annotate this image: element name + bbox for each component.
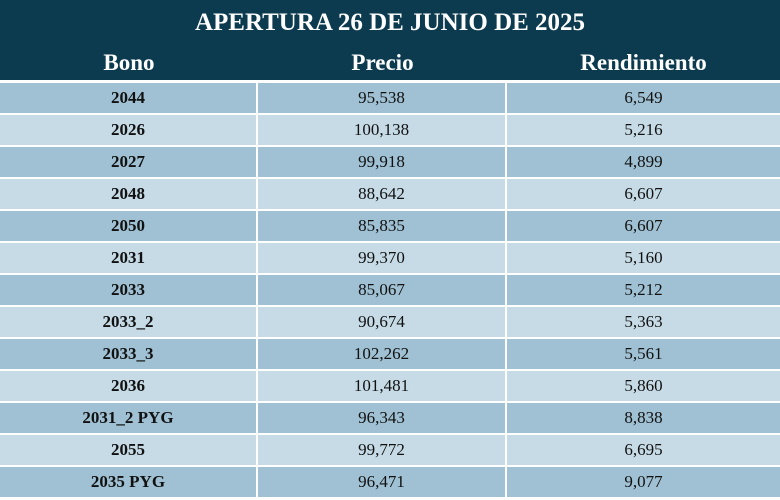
table-row: 2033 85,067 5,212 xyxy=(0,275,780,305)
bono-cell: 2044 xyxy=(0,83,258,113)
rendimiento-cell: 5,363 xyxy=(507,307,780,337)
precio-cell: 88,642 xyxy=(258,179,507,209)
rendimiento-cell: 6,607 xyxy=(507,211,780,241)
bono-cell: 2035 PYG xyxy=(0,467,258,497)
table-row: 2048 88,642 6,607 xyxy=(0,179,780,209)
precio-cell: 85,067 xyxy=(258,275,507,305)
column-header-precio: Precio xyxy=(351,50,414,75)
bono-cell: 2031_2 PYG xyxy=(0,403,258,433)
table-title: APERTURA 26 DE JUNIO DE 2025 xyxy=(194,9,586,36)
table-row: 2035 PYG 96,471 9,077 xyxy=(0,467,780,497)
table-row: 2026 100,138 5,216 xyxy=(0,115,780,145)
rendimiento-cell: 5,160 xyxy=(507,243,780,273)
bono-cell: 2050 xyxy=(0,211,258,241)
precio-cell: 101,481 xyxy=(258,371,507,401)
precio-cell: 99,772 xyxy=(258,435,507,465)
precio-cell: 95,538 xyxy=(258,83,507,113)
table-row: 2031 99,370 5,160 xyxy=(0,243,780,273)
bono-cell: 2027 xyxy=(0,147,258,177)
table-row: 2036 101,481 5,860 xyxy=(0,371,780,401)
rendimiento-cell: 5,216 xyxy=(507,115,780,145)
bono-cell: 2026 xyxy=(0,115,258,145)
table-row: 2033_2 90,674 5,363 xyxy=(0,307,780,337)
bono-cell: 2031 xyxy=(0,243,258,273)
precio-cell: 99,370 xyxy=(258,243,507,273)
precio-cell: 90,674 xyxy=(258,307,507,337)
rendimiento-cell: 9,077 xyxy=(507,467,780,497)
bono-cell: 2036 xyxy=(0,371,258,401)
rendimiento-cell: 5,561 xyxy=(507,339,780,369)
bono-cell: 2033 xyxy=(0,275,258,305)
bono-cell: 2033_2 xyxy=(0,307,258,337)
bono-cell: 2048 xyxy=(0,179,258,209)
column-header-rendimiento: Rendimiento xyxy=(580,50,707,75)
rendimiento-cell: 4,899 xyxy=(507,147,780,177)
precio-cell: 102,262 xyxy=(258,339,507,369)
precio-cell: 100,138 xyxy=(258,115,507,145)
precio-cell: 96,471 xyxy=(258,467,507,497)
table-row: 2033_3 102,262 5,561 xyxy=(0,339,780,369)
rendimiento-cell: 8,838 xyxy=(507,403,780,433)
rendimiento-cell: 6,695 xyxy=(507,435,780,465)
table-body: 2044 95,538 6,549 2026 100,138 5,216 2027 99,91… xyxy=(0,83,780,497)
table-header: APERTURA 26 DE JUNIO DE 2025 Bono Precio… xyxy=(0,0,780,80)
precio-cell: 85,835 xyxy=(258,211,507,241)
bono-cell: 2033_3 xyxy=(0,339,258,369)
rendimiento-cell: 5,860 xyxy=(507,371,780,401)
bono-cell: 2055 xyxy=(0,435,258,465)
table-row: 2027 99,918 4,899 xyxy=(0,147,780,177)
table-row: 2055 99,772 6,695 xyxy=(0,435,780,465)
column-headers: Bono Precio Rendimiento xyxy=(0,46,780,80)
rendimiento-cell: 6,607 xyxy=(507,179,780,209)
precio-cell: 96,343 xyxy=(258,403,507,433)
table-row: 2031_2 PYG 96,343 8,838 xyxy=(0,403,780,433)
precio-cell: 99,918 xyxy=(258,147,507,177)
table-row: 2050 85,835 6,607 xyxy=(0,211,780,241)
rendimiento-cell: 5,212 xyxy=(507,275,780,305)
column-header-bono: Bono xyxy=(103,50,155,75)
table-row: 2044 95,538 6,549 xyxy=(0,83,780,113)
rendimiento-cell: 6,549 xyxy=(507,83,780,113)
